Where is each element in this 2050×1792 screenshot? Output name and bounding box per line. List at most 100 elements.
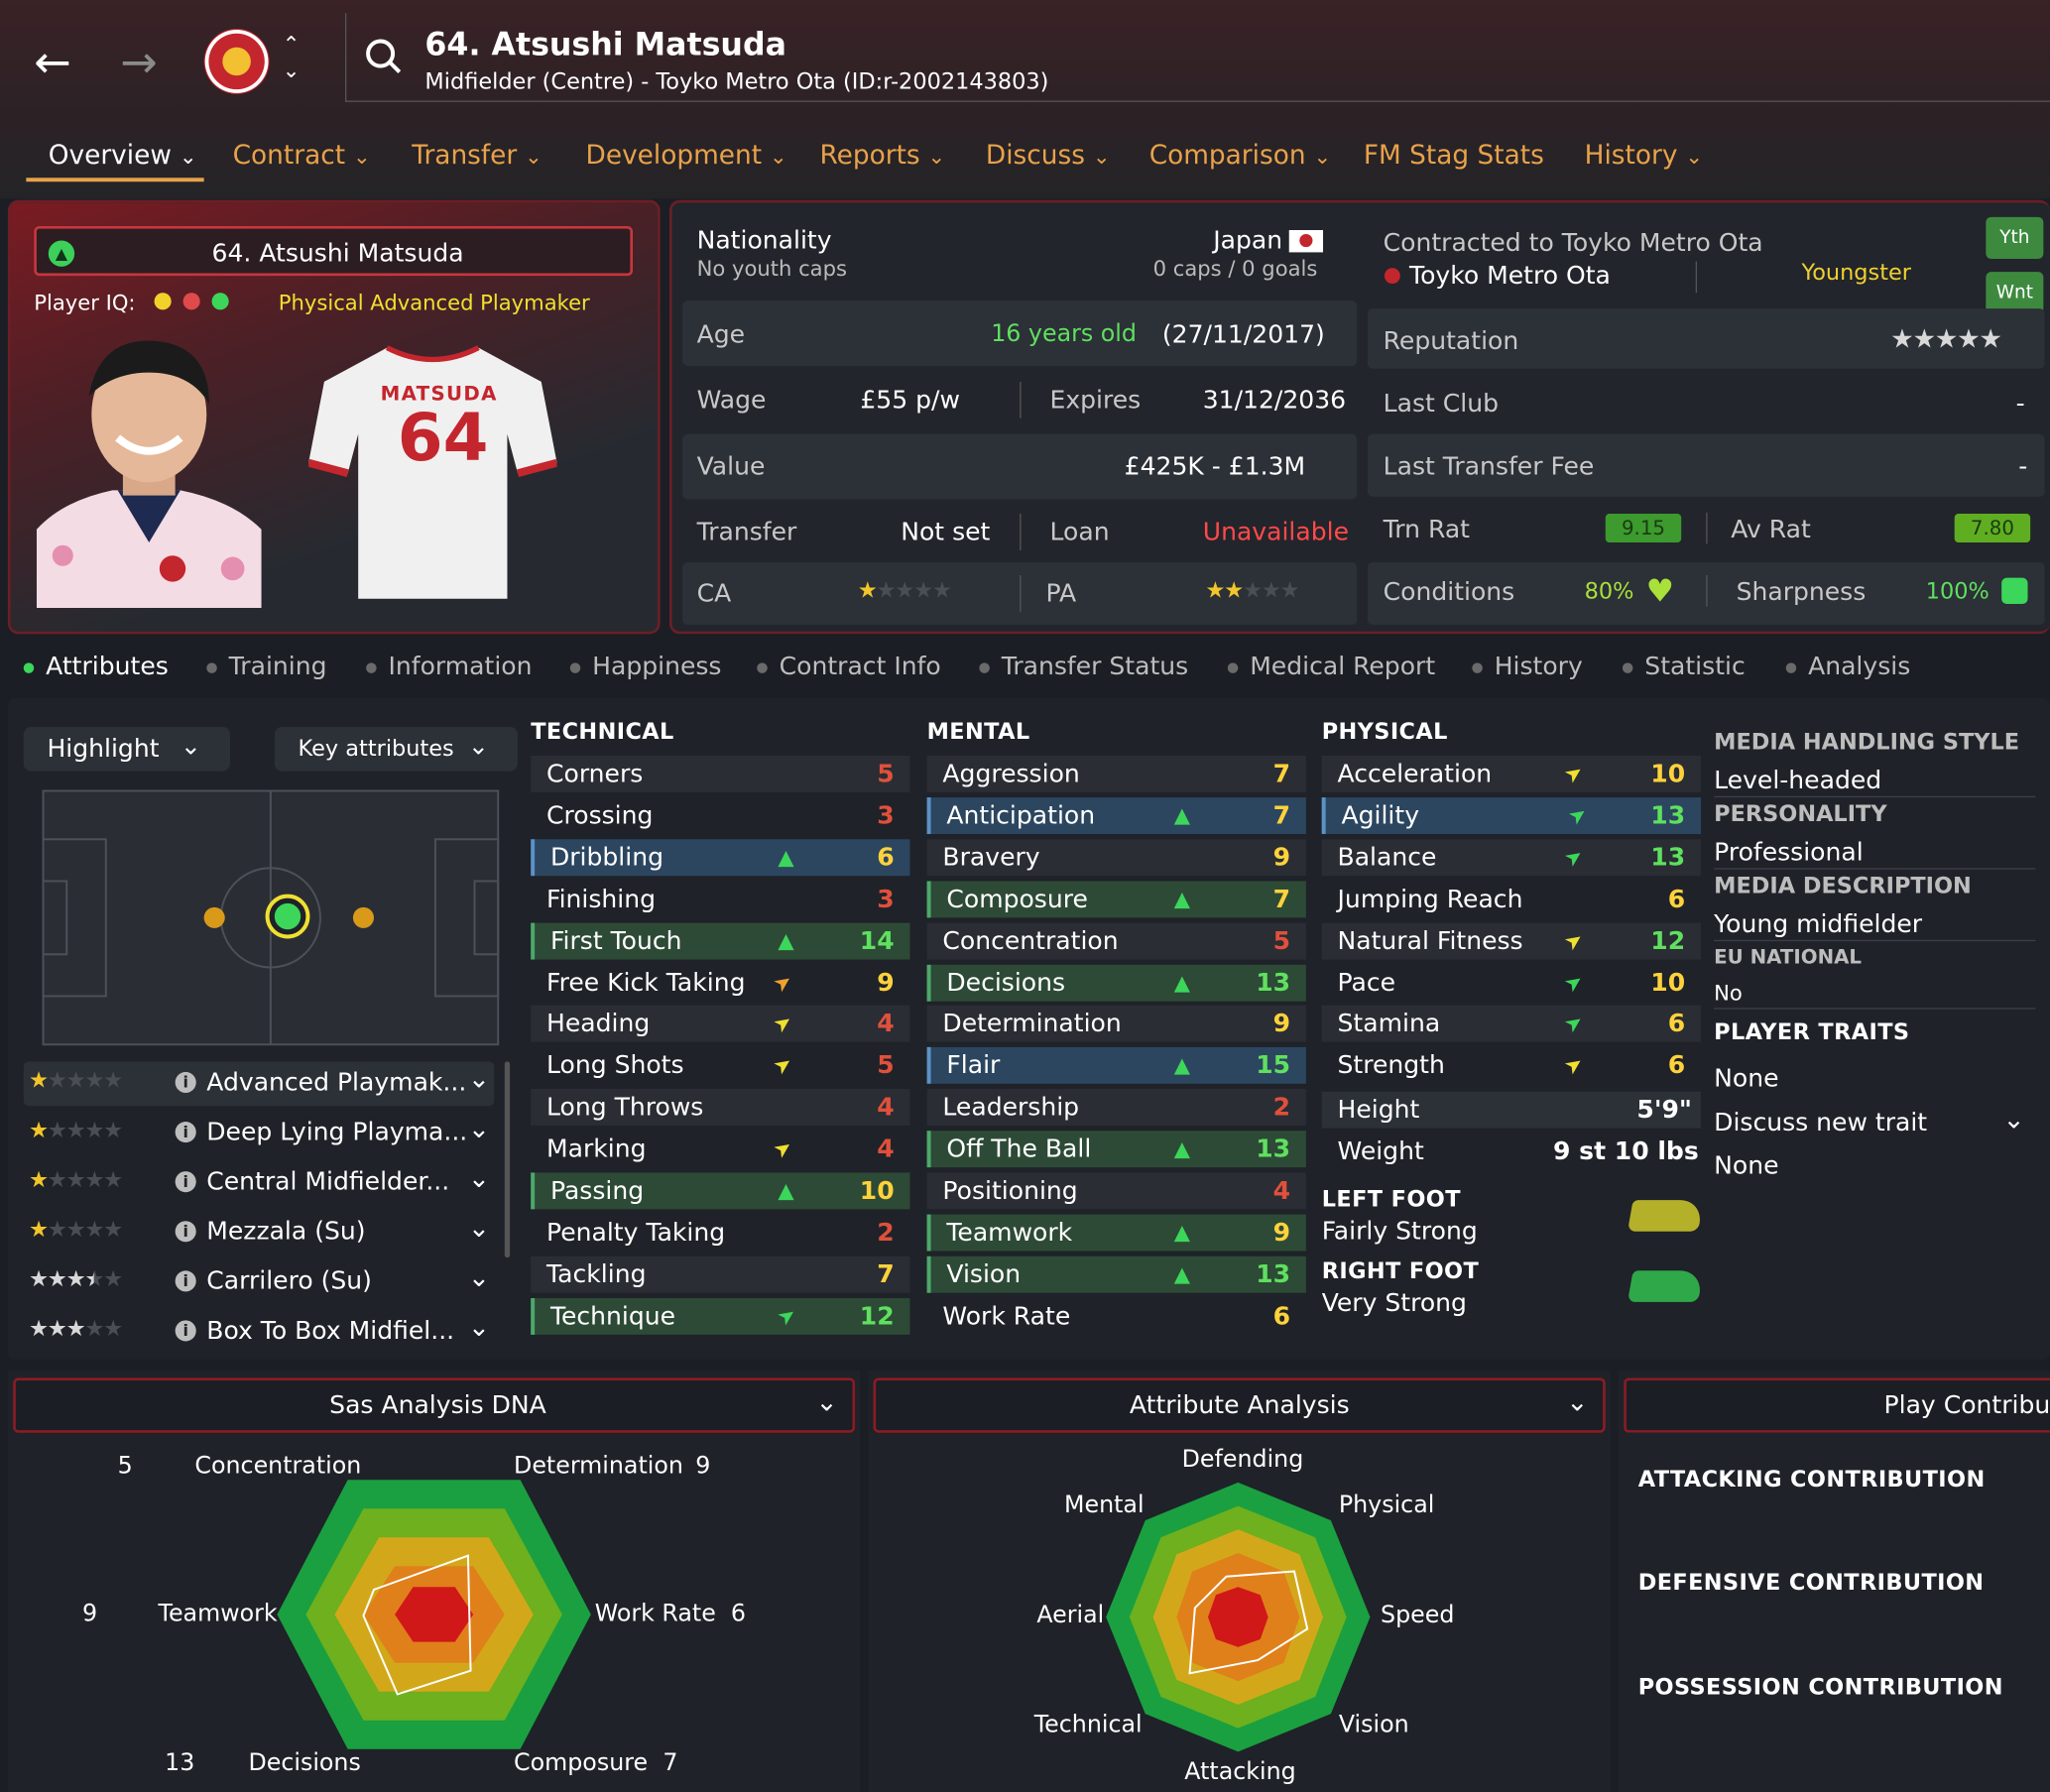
attribute-row[interactable]: Long Throws 4 — [531, 1089, 910, 1127]
forward-icon[interactable]: → — [120, 36, 158, 89]
subtab-attributes[interactable]: Attributes — [23, 653, 169, 681]
club-crest-small-icon — [1384, 268, 1400, 285]
attribute-row[interactable]: Anticipation ▲ 7 — [926, 796, 1306, 834]
weight-label: Weight — [1337, 1136, 1424, 1166]
tab-reports[interactable]: Reports ⌄ — [820, 139, 946, 171]
star-icon: ★ — [65, 1217, 86, 1244]
attribute-row[interactable]: Work Rate 6 — [927, 1298, 1306, 1335]
chevron-updown-icon[interactable]: ⌃ ⌄ — [282, 31, 301, 83]
heart-icon: ♥ — [1645, 572, 1674, 610]
tab-development[interactable]: Development ⌄ — [586, 139, 787, 171]
attribute-row[interactable]: Concentration 5 — [926, 922, 1306, 960]
attribute-row[interactable]: Acceleration ➤ 10 — [1321, 755, 1701, 792]
attribute-row[interactable]: Decisions ▲ 13 — [926, 964, 1306, 1002]
subtab-information[interactable]: Information — [366, 653, 532, 681]
subtab-contract-info[interactable]: Contract Info — [757, 653, 941, 681]
attribute-row[interactable]: Free Kick Taking ➤ 9 — [531, 964, 909, 1001]
star-icon: ★ — [47, 1067, 67, 1095]
attribute-row[interactable]: Balance ➤ 13 — [1321, 839, 1701, 876]
key-attributes-dropdown[interactable]: Key attributes ⌄ — [274, 726, 519, 772]
attribute-name: First Touch — [549, 926, 682, 956]
attribute-name: Decisions — [946, 968, 1066, 998]
subtab-transfer-status[interactable]: Transfer Status — [979, 653, 1188, 681]
attribute-row[interactable]: Marking ➤ 4 — [531, 1131, 909, 1167]
attribute-row[interactable]: Flair ▲ 15 — [926, 1047, 1306, 1085]
chevron-down-icon[interactable]: ⌄ — [2002, 1103, 2025, 1135]
attribute-name: Anticipation — [946, 800, 1096, 830]
attribute-row[interactable]: Teamwork ▲ 9 — [926, 1214, 1306, 1252]
attribute-row[interactable]: Pace ➤ 10 — [1322, 964, 1701, 1001]
star-icon: ★ — [103, 1067, 123, 1095]
attribute-row[interactable]: First Touch ▲ 14 — [531, 922, 910, 960]
attribute-row[interactable]: Determination 9 — [926, 1006, 1306, 1043]
attribute-row[interactable]: Bravery 9 — [926, 839, 1306, 876]
tab-fm-stag-stats[interactable]: FM Stag Stats — [1364, 139, 1544, 171]
play-contribution-dropdown[interactable] — [1624, 1377, 2050, 1433]
divider — [1714, 795, 2036, 798]
highlight-dropdown[interactable]: Highlight ⌄ — [23, 726, 231, 772]
chevron-down-icon[interactable]: ⌄ — [467, 1261, 491, 1293]
attribute-name: Tackling — [546, 1259, 647, 1289]
attribute-row[interactable]: Stamina ➤ 6 — [1321, 1006, 1701, 1043]
badge-wnt: Wnt — [1986, 272, 2044, 314]
discuss-trait-button[interactable]: Discuss new trait — [1714, 1108, 1928, 1137]
left-boot-icon — [1628, 1200, 1704, 1232]
attribute-row[interactable]: Off The Ball ▲ 13 — [926, 1131, 1306, 1168]
role-row[interactable]: ★★★★★ i Central Midfielder... ⌄ — [24, 1161, 495, 1206]
attribute-row[interactable]: Aggression 7 — [926, 755, 1306, 792]
attribute-row[interactable]: Penalty Taking 2 — [531, 1214, 909, 1251]
chevron-down-icon[interactable]: ⌄ — [467, 1112, 491, 1144]
attribute-row[interactable]: Dribbling ▲ 6 — [531, 839, 910, 876]
subtab-medical-report[interactable]: Medical Report — [1227, 653, 1435, 681]
tab-comparison[interactable]: Comparison ⌄ — [1149, 139, 1331, 171]
attribute-row[interactable]: Jumping Reach 6 — [1322, 881, 1701, 917]
roles-scrollbar[interactable] — [504, 1061, 511, 1258]
attribute-row[interactable]: Passing ▲ 10 — [531, 1172, 910, 1210]
club-name[interactable]: Toyko Metro Ota — [1409, 261, 1611, 291]
role-row[interactable]: ★★★★★ i Deep Lying Playma... ⌄ — [24, 1111, 495, 1155]
tab-history[interactable]: History ⌄ — [1585, 139, 1703, 171]
role-row[interactable]: ★★★★★ i Advanced Playmak... ⌄ — [23, 1061, 495, 1107]
attribute-row[interactable]: Strength ➤ 6 — [1322, 1047, 1701, 1084]
attribute-row[interactable]: Crossing 3 — [531, 797, 909, 834]
trend-arrow-icon: ▲ — [1173, 969, 1190, 995]
attribute-row[interactable]: Vision ▲ 13 — [926, 1255, 1306, 1293]
attribute-row[interactable]: Composure ▲ 7 — [926, 881, 1306, 917]
star-icon: ★ — [84, 1217, 104, 1244]
tab-contract[interactable]: Contract ⌄ — [233, 139, 371, 171]
chevron-down-icon: ⌄ — [180, 732, 201, 762]
physical-heading: PHYSICAL — [1321, 719, 1448, 746]
role-row[interactable]: ★★★★★ i Carrilero (Su) ⌄ — [24, 1260, 495, 1305]
subtab-statistic[interactable]: Statistic — [1622, 653, 1746, 681]
attribute-row[interactable]: Finishing 3 — [531, 881, 909, 917]
attribute-row[interactable]: Agility ➤ 13 — [1321, 796, 1701, 834]
sas-label: Teamwork — [158, 1600, 278, 1628]
attribute-row[interactable]: Corners 5 — [531, 755, 910, 792]
chevron-down-icon[interactable]: ⌄ — [467, 1062, 491, 1095]
back-icon[interactable]: ← — [34, 36, 71, 89]
subtab-history[interactable]: History — [1472, 653, 1583, 681]
attribute-row[interactable]: Positioning 4 — [926, 1172, 1306, 1210]
tab-transfer[interactable]: Transfer ⌄ — [412, 139, 543, 171]
role-row[interactable]: ★★★★★ i Mezzala (Su) ⌄ — [24, 1211, 495, 1255]
club-crest-icon[interactable] — [203, 29, 270, 94]
chevron-down-icon[interactable]: ⌄ — [467, 1211, 491, 1244]
attribute-row[interactable]: Natural Fitness ➤ 12 — [1321, 922, 1701, 960]
attribute-row[interactable]: Technique ➤ 12 — [531, 1297, 910, 1335]
attribute-row[interactable]: Heading ➤ 4 — [531, 1006, 910, 1043]
sas-dropdown[interactable] — [13, 1377, 856, 1433]
attribute-row[interactable]: Leadership 2 — [926, 1089, 1306, 1127]
role-row[interactable]: ★★★★★ i Box To Box Midfiel... ⌄ — [24, 1310, 495, 1355]
attribute-row[interactable]: Tackling 7 — [531, 1255, 910, 1293]
chevron-down-icon[interactable]: ⌄ — [467, 1311, 491, 1343]
subtab-analysis[interactable]: Analysis — [1785, 653, 1910, 681]
attribute-row[interactable]: Long Shots ➤ 5 — [531, 1047, 909, 1084]
ca-label: CA — [696, 578, 732, 608]
chevron-down-icon[interactable]: ⌄ — [467, 1161, 491, 1194]
tab-discuss[interactable]: Discuss ⌄ — [986, 139, 1111, 171]
tab-overview[interactable]: Overview ⌄ — [49, 139, 197, 171]
attribute-analysis-dropdown[interactable] — [873, 1377, 1606, 1433]
subtab-happiness[interactable]: Happiness — [569, 653, 721, 681]
subtab-training[interactable]: Training — [206, 653, 327, 681]
search-icon[interactable] — [366, 39, 396, 68]
